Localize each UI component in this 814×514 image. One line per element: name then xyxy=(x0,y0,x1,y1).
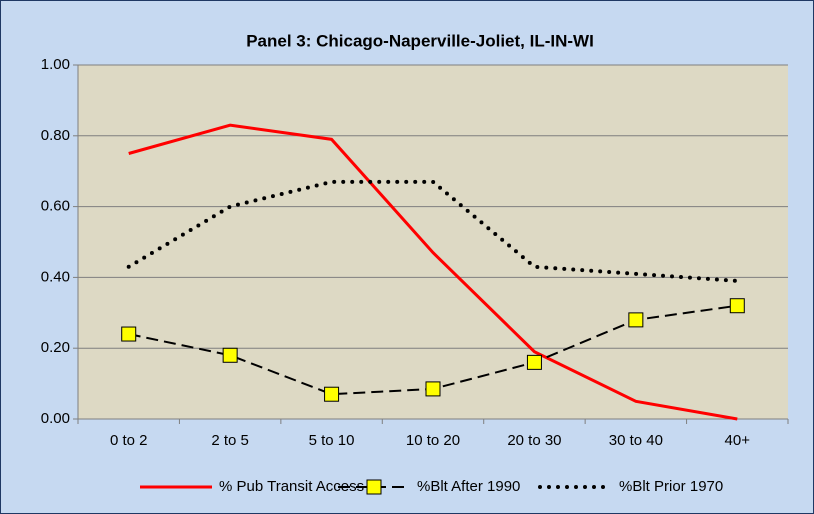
y-tick-label: 1.00 xyxy=(41,56,70,73)
x-tick-label: 40+ xyxy=(725,432,751,449)
series-line xyxy=(128,123,738,421)
y-tick-label: 0.20 xyxy=(41,339,70,356)
data-marker xyxy=(628,312,644,328)
data-marker xyxy=(425,381,441,397)
x-tick-label: 2 to 5 xyxy=(211,432,249,449)
x-tick-label: 20 to 30 xyxy=(507,432,561,449)
y-tick-label: 0.80 xyxy=(41,127,70,144)
series-line xyxy=(126,179,740,283)
legend-marker xyxy=(366,479,382,495)
chart-title: Panel 3: Chicago-Naperville-Joliet, IL-I… xyxy=(246,31,594,50)
data-marker xyxy=(526,354,542,370)
y-tick-label: 0.40 xyxy=(41,268,70,285)
data-marker xyxy=(324,386,340,402)
legend-label: %Blt After 1990 xyxy=(417,478,520,495)
x-tick-label: 5 to 10 xyxy=(309,432,355,449)
data-marker xyxy=(222,347,238,363)
y-tick-label: 0.60 xyxy=(41,198,70,215)
plot-area xyxy=(78,65,788,419)
x-tick-label: 30 to 40 xyxy=(609,432,663,449)
legend-label: % Pub Transit Access xyxy=(219,478,364,495)
y-tick-label: 0.00 xyxy=(41,410,70,427)
data-marker xyxy=(729,298,745,314)
x-tick-label: 0 to 2 xyxy=(110,432,148,449)
data-marker xyxy=(121,326,137,342)
legend-label: %Blt Prior 1970 xyxy=(619,478,723,495)
x-tick-label: 10 to 20 xyxy=(406,432,460,449)
